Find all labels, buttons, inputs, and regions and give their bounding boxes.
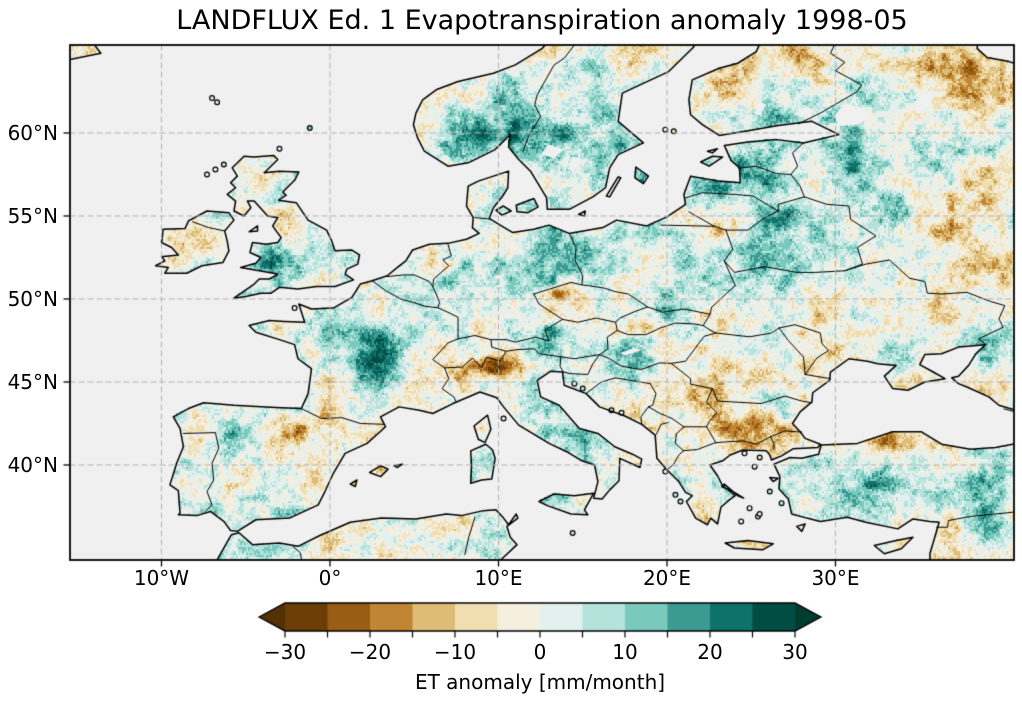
colorbar-tick-label: 0 [533, 640, 547, 664]
colorbar-tick-label: 30 [782, 640, 808, 664]
colorbar-axis-label: ET anomaly [mm/month] [414, 670, 666, 694]
x-tick-label: 30°E [811, 566, 860, 590]
x-tick-label: 10°E [474, 566, 523, 590]
y-tick-label: 45°N [7, 369, 58, 394]
y-tick-label: 50°N [7, 286, 58, 311]
y-tick-label: 60°N [7, 120, 58, 145]
colorbar-tick-label: −20 [348, 640, 392, 664]
colorbar-tick-label: 10 [612, 640, 638, 664]
x-tick-label: 10°W [133, 566, 190, 590]
colorbar-tick-label: −10 [433, 640, 477, 664]
figure-title: LANDFLUX Ed. 1 Evapotranspiration anomal… [176, 5, 908, 36]
x-tick-label: 20°E [642, 566, 692, 590]
colorbar-tick-label: −30 [263, 640, 307, 664]
x-tick-label: 0° [318, 566, 342, 590]
y-tick-label: 55°N [7, 203, 58, 228]
y-tick-label: 40°N [7, 452, 58, 477]
colorbar-tick-label: 20 [697, 640, 723, 664]
